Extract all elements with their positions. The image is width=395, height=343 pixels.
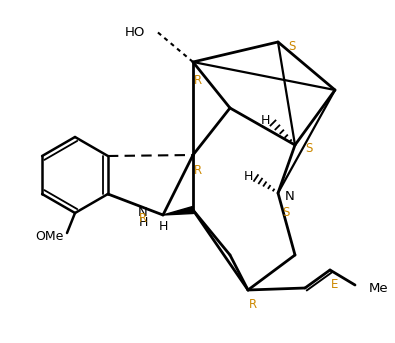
Polygon shape bbox=[163, 206, 194, 215]
Text: R: R bbox=[249, 298, 257, 311]
Text: R: R bbox=[194, 164, 202, 177]
Text: R: R bbox=[194, 73, 202, 86]
Text: OMe: OMe bbox=[35, 230, 63, 244]
Text: S: S bbox=[282, 206, 290, 220]
Text: H: H bbox=[158, 221, 168, 234]
Text: R: R bbox=[139, 212, 147, 225]
Text: E: E bbox=[331, 279, 339, 292]
Text: H: H bbox=[138, 215, 148, 228]
Text: S: S bbox=[288, 40, 296, 54]
Text: N: N bbox=[138, 205, 148, 218]
Text: HO: HO bbox=[125, 25, 145, 38]
Text: S: S bbox=[305, 142, 313, 154]
Text: H: H bbox=[243, 169, 253, 182]
Text: N: N bbox=[285, 189, 295, 202]
Text: Me: Me bbox=[369, 282, 389, 295]
Text: H: H bbox=[260, 115, 270, 128]
